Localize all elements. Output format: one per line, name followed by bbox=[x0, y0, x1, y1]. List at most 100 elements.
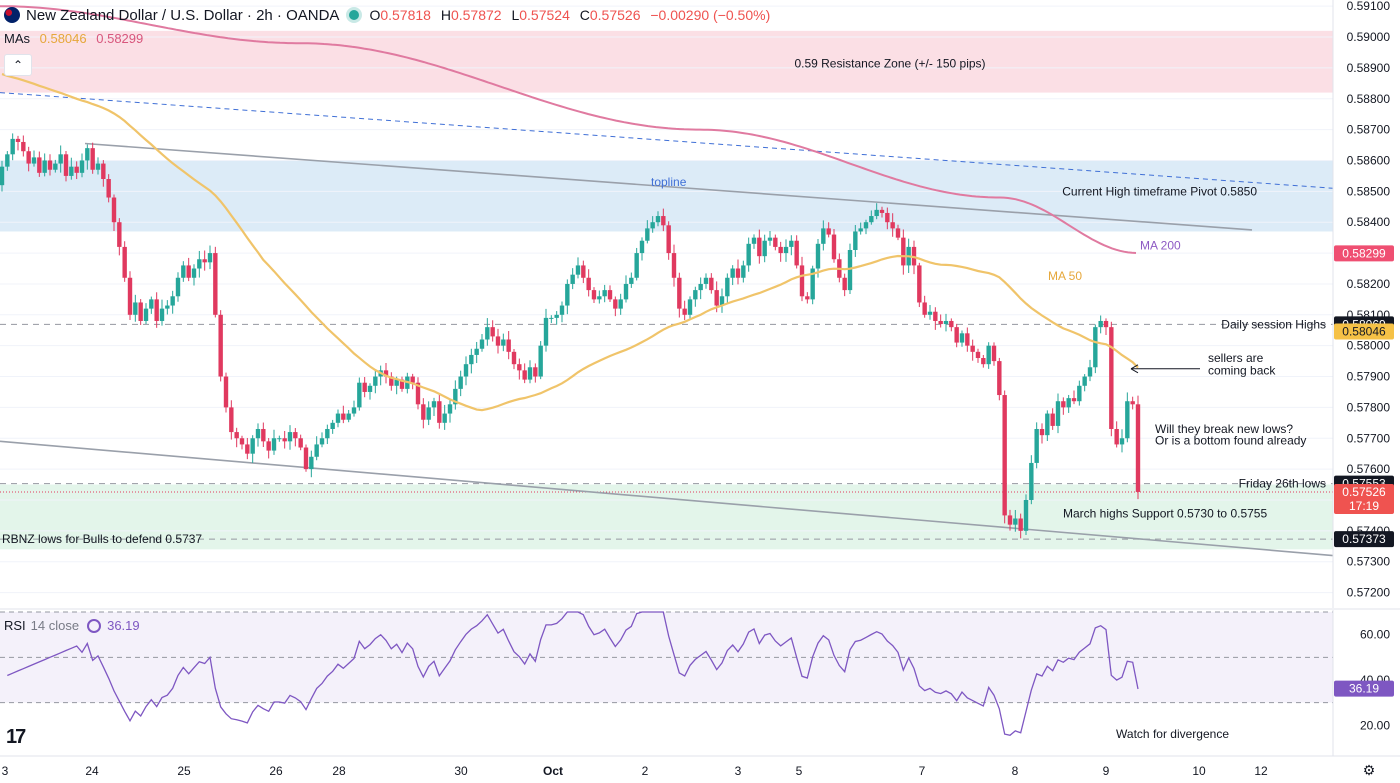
candle-body bbox=[63, 154, 69, 176]
candle-body bbox=[1130, 401, 1135, 405]
candle-body bbox=[1093, 327, 1098, 368]
candle-body bbox=[661, 216, 666, 226]
candle-body bbox=[415, 382, 421, 405]
candle-body bbox=[53, 163, 58, 170]
candle-body bbox=[607, 290, 613, 300]
candle-body bbox=[677, 277, 682, 309]
candle-body bbox=[186, 265, 191, 278]
last-price-badge-bg bbox=[1334, 483, 1394, 514]
candle-body bbox=[863, 222, 869, 229]
candle-body bbox=[223, 376, 229, 408]
price-tick-label: 0.58200 bbox=[1347, 277, 1391, 291]
gear-icon[interactable]: ⚙ bbox=[1362, 762, 1376, 778]
candle-body bbox=[799, 265, 805, 297]
candle-body bbox=[1029, 462, 1034, 500]
ma200-price-badge: 0.58299 bbox=[1342, 246, 1386, 260]
candle-body bbox=[767, 237, 773, 241]
candle-body bbox=[271, 438, 277, 451]
resistance-zone-label: 0.59 Resistance Zone (+/- 150 pips) bbox=[794, 56, 985, 70]
candle-body bbox=[490, 327, 495, 337]
ma50-line bbox=[1, 73, 1139, 412]
time-tick-label: 24 bbox=[85, 764, 99, 778]
candle-body bbox=[1023, 499, 1029, 531]
candle-body bbox=[746, 243, 751, 266]
market-open-dot-icon bbox=[349, 10, 360, 20]
candle-body bbox=[586, 277, 591, 291]
candle-body bbox=[474, 348, 479, 355]
candle-body bbox=[239, 438, 245, 445]
bar-countdown: 17:19 bbox=[1349, 499, 1379, 513]
collapse-legend-button[interactable]: ⌃ bbox=[4, 54, 32, 76]
ma200-line bbox=[0, 5, 1137, 254]
candle-body bbox=[69, 166, 74, 176]
rsi-source-icon bbox=[87, 618, 102, 633]
candle-body bbox=[309, 456, 314, 470]
candle-body bbox=[101, 163, 106, 180]
topline-label: topline bbox=[651, 175, 687, 189]
candle-body bbox=[117, 222, 122, 247]
price-tick-label: 0.58800 bbox=[1347, 92, 1391, 106]
candle-body bbox=[506, 339, 511, 352]
candle-body bbox=[869, 216, 874, 223]
candle-body bbox=[949, 320, 954, 328]
candle-body bbox=[1071, 398, 1077, 402]
candle-body bbox=[501, 339, 506, 346]
candle-body bbox=[1050, 413, 1055, 426]
rsi-value-badge: 36.19 bbox=[1349, 682, 1379, 696]
candle-body bbox=[575, 265, 581, 275]
candle-body bbox=[287, 432, 293, 442]
candle-body bbox=[325, 428, 330, 439]
open-value: 0.57818 bbox=[380, 7, 431, 23]
candle-body bbox=[1039, 428, 1045, 436]
candle-body bbox=[591, 290, 597, 300]
price-tick-label: 0.58000 bbox=[1347, 339, 1391, 353]
candle-body bbox=[533, 367, 538, 377]
candle-body bbox=[1114, 428, 1119, 445]
candle-body bbox=[543, 317, 549, 346]
candle-body bbox=[917, 265, 922, 303]
lower-trend-line bbox=[0, 440, 1334, 557]
candle-body bbox=[74, 166, 79, 173]
low-label: L bbox=[511, 7, 520, 23]
candle-body bbox=[47, 160, 53, 170]
candle-body bbox=[826, 228, 831, 235]
symbol-title[interactable]: New Zealand Dollar / U.S. Dollar · 2h · … bbox=[26, 6, 340, 24]
candle-body bbox=[997, 361, 1002, 396]
candle-body bbox=[85, 148, 90, 161]
candle-body bbox=[261, 428, 266, 442]
resistance-zone bbox=[0, 30, 1333, 93]
candle-body bbox=[933, 311, 938, 321]
divergence-label: Watch for divergence bbox=[1116, 727, 1229, 741]
candle-body bbox=[485, 327, 490, 340]
rsi-legend[interactable]: RSI 14 close 36.19 bbox=[4, 618, 140, 633]
daily-session-highs-label: Daily session Highs bbox=[1221, 317, 1326, 331]
open-label: O bbox=[369, 7, 381, 23]
sellers-label-line2: coming back bbox=[1208, 363, 1276, 377]
question-label-line1: Will they break new lows? bbox=[1155, 422, 1293, 436]
candles-group bbox=[0, 133, 1141, 539]
candle-body bbox=[879, 209, 885, 213]
candle-body bbox=[255, 428, 261, 439]
candle-body bbox=[645, 228, 650, 241]
candle-body bbox=[517, 364, 522, 371]
candle-body bbox=[207, 253, 213, 263]
candle-body bbox=[202, 259, 207, 263]
candle-body bbox=[741, 265, 746, 278]
candle-body bbox=[42, 160, 47, 173]
candle-body bbox=[655, 216, 661, 223]
candle-body bbox=[37, 157, 42, 173]
ma-legend[interactable]: MAs 0.58046 0.58299 bbox=[4, 31, 143, 46]
candle-body bbox=[570, 274, 575, 284]
chart-header: New Zealand Dollar / U.S. Dollar · 2h · … bbox=[0, 0, 776, 30]
time-tick-label: 25 bbox=[177, 764, 191, 778]
price-tick-label: 0.59000 bbox=[1347, 30, 1391, 44]
candle-body bbox=[714, 290, 719, 306]
price-tick-label: 0.57200 bbox=[1347, 586, 1391, 600]
candle-body bbox=[170, 296, 175, 306]
candle-body bbox=[954, 327, 959, 343]
time-tick-label: 3 bbox=[2, 764, 9, 778]
change-value: −0.00290 (−0.50%) bbox=[650, 7, 771, 23]
tradingview-logo-icon[interactable]: 17 bbox=[6, 726, 26, 748]
candle-body bbox=[426, 407, 431, 420]
